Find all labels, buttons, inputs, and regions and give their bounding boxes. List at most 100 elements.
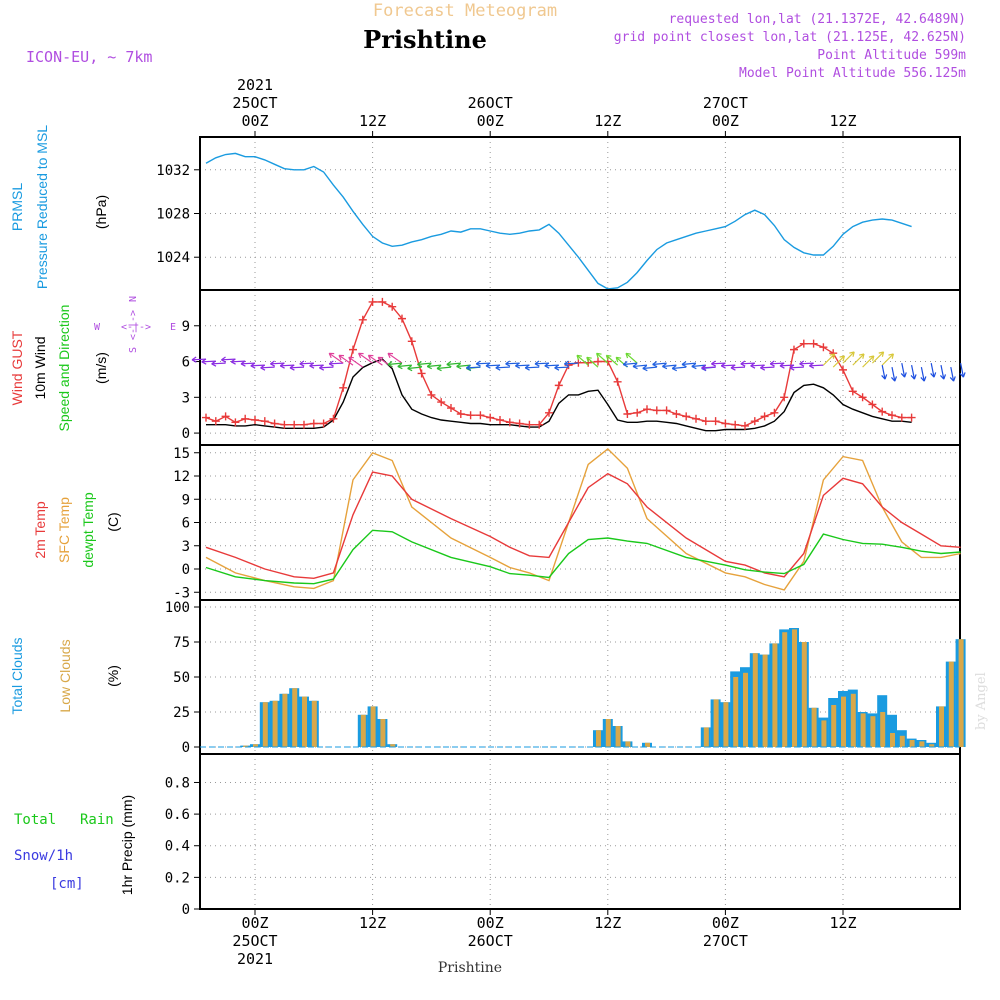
low-cloud-bar xyxy=(243,745,249,747)
gust-marker xyxy=(260,417,269,426)
wind-arrowhead xyxy=(554,364,560,371)
wind-arrow xyxy=(544,364,559,367)
wind-arrow xyxy=(407,366,422,370)
gust-marker xyxy=(398,314,406,323)
wind-arrow xyxy=(328,352,344,364)
wind-arrowhead xyxy=(505,360,511,367)
bottom-time-label: 00Z xyxy=(241,914,268,932)
gust-marker xyxy=(770,408,779,417)
y-tick-label: 3 xyxy=(182,390,190,406)
wind-arrowhead xyxy=(515,362,521,369)
gust-marker xyxy=(731,420,740,429)
temp-sfc-label: SFC Temp xyxy=(56,497,72,563)
wind-arrow xyxy=(525,366,540,369)
low-cloud-bar xyxy=(380,719,386,747)
wind-arrowhead xyxy=(622,361,628,368)
wind-arrowhead xyxy=(348,356,354,363)
low-clouds-label: Low Clouds xyxy=(57,639,73,712)
compass-n: N xyxy=(128,296,139,302)
top-time-label: 2021 xyxy=(237,76,273,94)
wind-arrow xyxy=(901,362,906,378)
y-tick-label: 0 xyxy=(182,426,190,442)
gust-marker xyxy=(515,419,524,428)
gust-marker xyxy=(839,365,847,374)
low-cloud-bar xyxy=(909,740,915,747)
wind-arrowhead xyxy=(900,372,907,378)
wind-arrowhead xyxy=(436,365,442,372)
compass-e: E xyxy=(170,322,176,333)
gust-marker xyxy=(309,419,318,428)
y-tick-label: 50 xyxy=(173,670,190,686)
wind-arrowhead xyxy=(910,374,917,380)
gust-marker xyxy=(447,404,455,413)
gust-marker xyxy=(202,413,210,422)
low-cloud-bar xyxy=(860,713,866,747)
gust-marker xyxy=(486,413,495,422)
precip-total-label: Total xyxy=(14,812,56,828)
wind-arrow xyxy=(554,366,569,369)
wind-arrow xyxy=(799,362,814,365)
wind-arrowhead xyxy=(358,352,364,359)
low-cloud-bar xyxy=(958,639,964,747)
wind-arrow xyxy=(625,352,638,364)
wind-arrow xyxy=(299,362,314,365)
wind-arrow xyxy=(822,353,836,366)
wind-arrowhead xyxy=(949,376,956,382)
wind-arrowhead xyxy=(221,356,227,363)
wind-arrowhead xyxy=(319,364,325,371)
wind-arrow xyxy=(809,364,824,367)
wind-arrowhead xyxy=(750,362,756,369)
wind-arrow xyxy=(789,366,804,369)
wind-arrow xyxy=(348,356,364,368)
gust-marker xyxy=(368,297,377,306)
y-tick-label: 3 xyxy=(182,539,190,555)
wind-arrowhead xyxy=(240,360,246,367)
wind-arrowhead xyxy=(849,351,855,357)
gust-marker xyxy=(221,412,230,421)
y-tick-label: -3 xyxy=(173,585,190,601)
wind-arrow xyxy=(721,364,736,367)
low-cloud-bar xyxy=(311,700,317,747)
wind-arrowhead xyxy=(230,358,236,365)
wind-arrow xyxy=(632,364,648,368)
wind-arrow xyxy=(576,354,589,366)
gust-marker xyxy=(319,419,328,428)
wind-arrowhead xyxy=(446,361,452,368)
gust-marker xyxy=(790,345,798,354)
wind-arrowhead xyxy=(701,364,707,371)
wind-arrowhead xyxy=(615,356,622,363)
gust-marker xyxy=(329,414,338,423)
bottom-time-label: 12Z xyxy=(829,914,856,932)
wind-arrowhead xyxy=(377,356,384,363)
wind-arrow xyxy=(240,362,256,365)
location-title: Prishtine xyxy=(363,25,487,54)
y-tick-label: 1024 xyxy=(156,250,190,266)
gust-marker xyxy=(211,417,220,426)
wind-arrow xyxy=(881,353,894,366)
ms-label: (m/s) xyxy=(93,352,109,384)
wind-arrowhead xyxy=(789,364,795,371)
wind-arrow xyxy=(495,366,510,369)
top-time-label: 25OCT xyxy=(232,94,277,112)
wind-gust-label: Wind GUST xyxy=(9,330,25,405)
wind-arrow xyxy=(221,358,236,361)
low-cloud-bar xyxy=(890,733,895,747)
bottom-time-label: 25OCT xyxy=(232,932,277,950)
gust-marker xyxy=(525,420,534,429)
wind-arrowhead xyxy=(495,364,501,371)
wind-arrowhead xyxy=(769,360,775,367)
gust-marker xyxy=(848,387,857,396)
gust-marker xyxy=(241,414,250,423)
gust-marker xyxy=(545,408,553,417)
wind-arrow xyxy=(642,366,657,370)
gust-marker xyxy=(300,420,308,429)
gust-marker xyxy=(701,417,710,426)
wind-arrowhead xyxy=(328,360,334,367)
wind-arrow xyxy=(930,362,935,378)
wind-arrow xyxy=(891,366,896,382)
wind-arrowhead xyxy=(890,376,898,382)
wind-arrowhead xyxy=(534,360,540,367)
y-tick-label: 1028 xyxy=(156,207,190,223)
wind-arrowhead xyxy=(920,376,927,382)
wind-arrow xyxy=(466,366,481,369)
